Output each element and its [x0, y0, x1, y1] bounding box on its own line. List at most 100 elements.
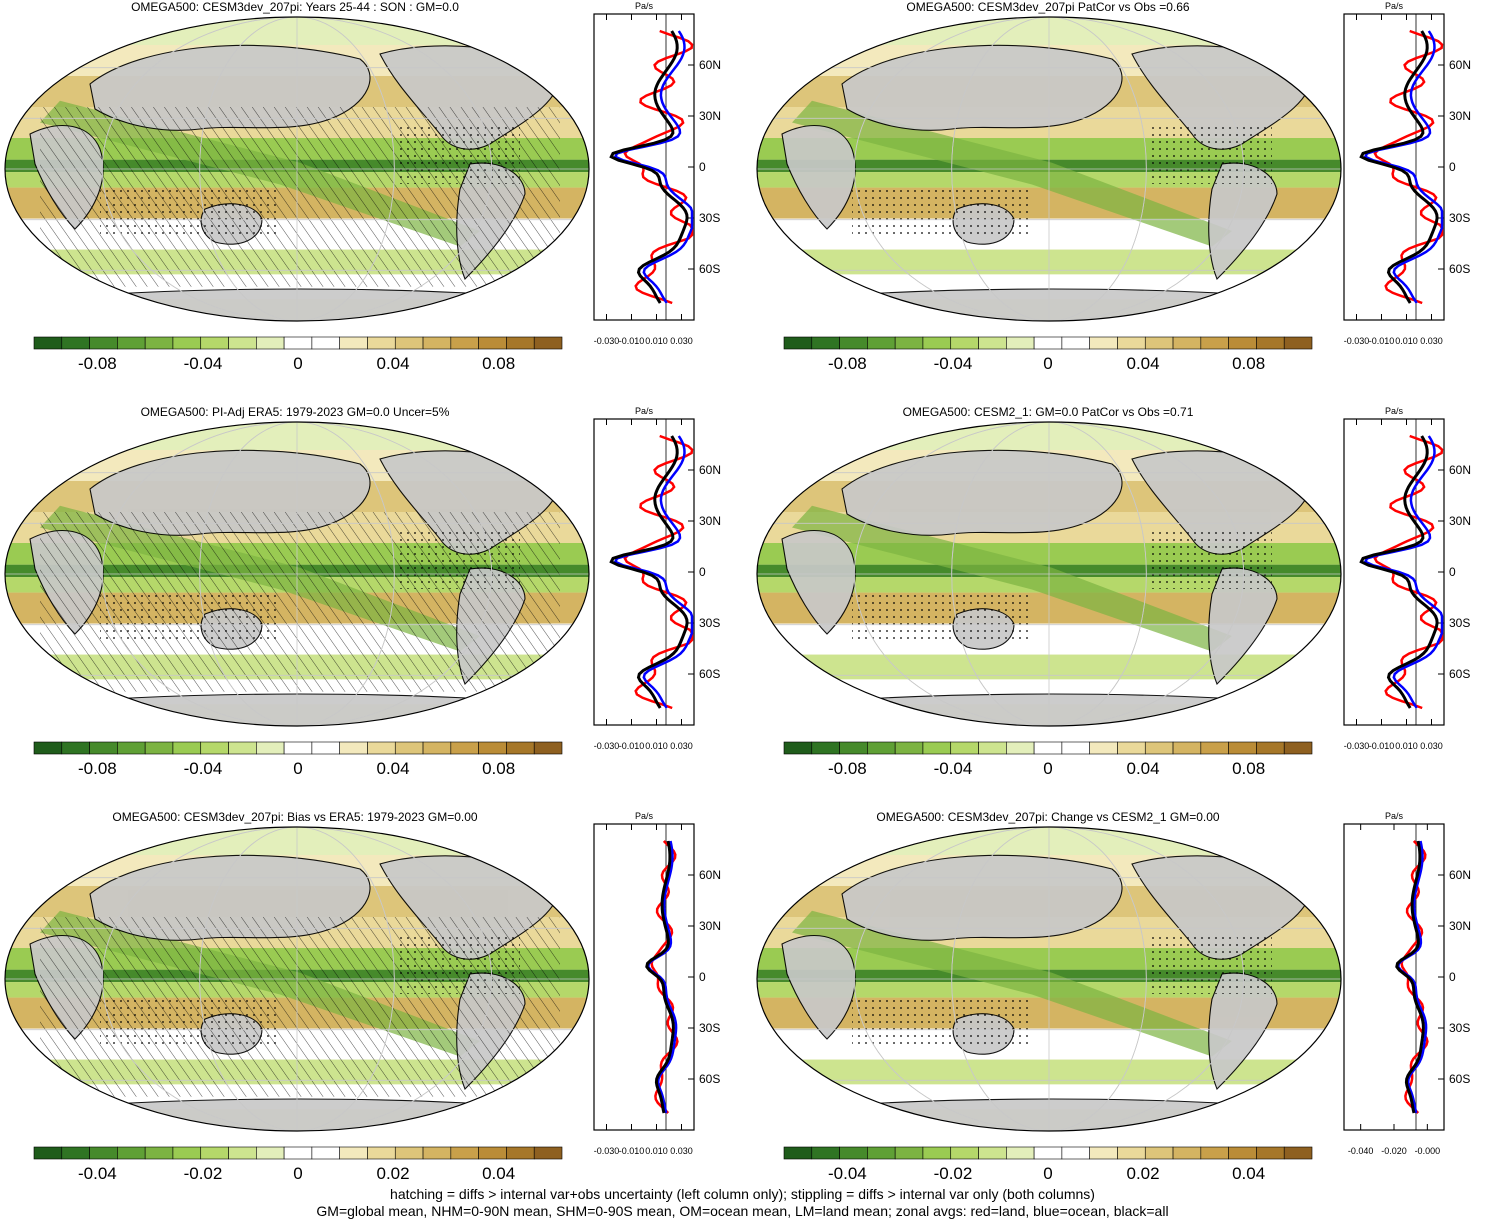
- colorbar: -0.04 -0.02 0 0.02 0.04: [33, 1146, 563, 1183]
- colorbar-segment: [339, 336, 368, 350]
- profile-x-tick-label: -0.030: [1344, 741, 1370, 751]
- colorbar-segment: [922, 1146, 952, 1160]
- profile-y-tick-label: 0: [699, 160, 706, 174]
- colorbar-segment: [1200, 336, 1229, 350]
- continent-outline: [841, 44, 1123, 131]
- profile-y-tick-label: 30N: [699, 514, 721, 528]
- colorbar-tick-label: -0.04: [934, 354, 973, 373]
- continent-outline: [781, 530, 856, 635]
- colorbar-tick-label: -0.04: [828, 1164, 867, 1183]
- colorbar-segment: [311, 741, 340, 755]
- colorbar-segment: [1117, 1146, 1146, 1160]
- colorbar-segment: [311, 336, 340, 350]
- all-average-line: [609, 30, 689, 304]
- profile-y-tick-label: 0: [1449, 160, 1456, 174]
- colorbar-segment: [894, 1146, 924, 1160]
- colorbar-segment: [172, 336, 202, 350]
- colorbar-segment: [1172, 336, 1202, 350]
- colorbar-tick-label: 0.04: [1126, 354, 1159, 373]
- colorbar-segment: [478, 741, 507, 755]
- profile-y-tick-label: 60S: [1449, 667, 1470, 681]
- colorbar-segment: [89, 1146, 118, 1160]
- colorbar-tick-label: -0.08: [828, 354, 867, 373]
- colorbar-tick-label: 0: [293, 1164, 302, 1183]
- colorbar-segment: [533, 741, 563, 755]
- profile-y-tick-label: 30N: [1449, 109, 1471, 123]
- profile-y-tick-label: 30S: [1449, 616, 1470, 630]
- colorbar-segment: [367, 741, 396, 755]
- colorbar-segment: [1089, 336, 1118, 350]
- colorbar-segment: [117, 741, 146, 755]
- world-map: [4, 826, 590, 1132]
- colorbar-segment: [1089, 1146, 1118, 1160]
- colorbar-segment: [200, 741, 229, 755]
- colorbar-segment: [89, 336, 118, 350]
- profile-unit-label: Pa/s: [635, 1, 654, 11]
- world-map: [4, 16, 590, 322]
- colorbar-segment: [117, 336, 146, 350]
- profile-y-tick-label: 0: [699, 565, 706, 579]
- ocean-average-line: [613, 435, 694, 709]
- profile-y-tick-label: 60N: [699, 58, 721, 72]
- profile-y-tick-label: 60S: [1449, 1072, 1470, 1086]
- colorbar-tick-label: 0: [1043, 1164, 1052, 1183]
- profile-unit-label: Pa/s: [1385, 1, 1404, 11]
- colorbar-segment: [117, 1146, 146, 1160]
- map-border: [756, 16, 1342, 322]
- stippling: [1152, 124, 1272, 184]
- colorbar-segment: [283, 741, 313, 755]
- colorbar-segment: [978, 1146, 1007, 1160]
- continent-outline: [781, 125, 856, 230]
- colorbar-tick-label: -0.02: [934, 1164, 973, 1183]
- colorbar-segment: [1033, 1146, 1063, 1160]
- colorbar-tick-label: 0: [1043, 354, 1052, 373]
- profile-y-tick-label: 30N: [699, 109, 721, 123]
- profile-y-tick-label: 60N: [1449, 58, 1471, 72]
- longitude-line: [853, 17, 1245, 321]
- colorbar-segment: [1144, 336, 1174, 350]
- colorbar-segment: [450, 336, 479, 350]
- longitude-line: [853, 422, 1245, 726]
- world-map: [756, 421, 1342, 727]
- zonal-average-profile: Pa/s -0.040 -0.020 -0.000 60N 30N 0 30S 60S: [1343, 811, 1471, 1156]
- stippling: [852, 189, 1032, 234]
- profile-x-tick-label: -0.010: [1369, 336, 1395, 346]
- colorbar-segment: [1061, 741, 1090, 755]
- colorbar-segment: [33, 741, 63, 755]
- colorbar-segment: [367, 336, 396, 350]
- stippling: [1152, 934, 1272, 994]
- world-map: [4, 421, 590, 727]
- longitude-line: [853, 827, 1245, 1131]
- colorbar-segment: [867, 1146, 896, 1160]
- colorbar-segment: [450, 1146, 479, 1160]
- colorbar-segment: [867, 741, 896, 755]
- colorbar-segment: [33, 1146, 63, 1160]
- colorbar-segment: [1033, 336, 1063, 350]
- colorbar-segment: [894, 741, 924, 755]
- colorbar-segment: [1256, 1146, 1285, 1160]
- profile-y-tick-label: 0: [1449, 970, 1456, 984]
- map-border: [4, 421, 590, 727]
- profile-x-tick-label: -0.010: [1369, 741, 1395, 751]
- longitude-line: [101, 422, 493, 726]
- profile-frame: [1343, 823, 1445, 1131]
- colorbar-segment: [61, 1146, 90, 1160]
- ocean-average-line: [1363, 30, 1444, 304]
- profile-y-tick-label: 30S: [699, 211, 720, 225]
- colorbar-segment: [1228, 336, 1257, 350]
- stippling: [852, 594, 1032, 639]
- colorbar-segment: [1228, 741, 1257, 755]
- convergence-band: [792, 505, 1232, 652]
- map-border: [4, 16, 590, 322]
- colorbar-tick-label: 0.02: [1126, 1164, 1159, 1183]
- colorbar-segment: [422, 741, 452, 755]
- profile-x-tick-label: 0.010: [1395, 741, 1418, 751]
- colorbar: -0.08 -0.04 0 0.04 0.08: [33, 741, 563, 778]
- colorbar-segment: [256, 1146, 285, 1160]
- colorbar-segment: [1117, 336, 1146, 350]
- colorbar-segment: [1283, 741, 1313, 755]
- colorbar: -0.08 -0.04 0 0.04 0.08: [783, 741, 1313, 778]
- map-border: [756, 421, 1342, 727]
- longitude-line: [951, 422, 1147, 726]
- colorbar-segment: [228, 1146, 257, 1160]
